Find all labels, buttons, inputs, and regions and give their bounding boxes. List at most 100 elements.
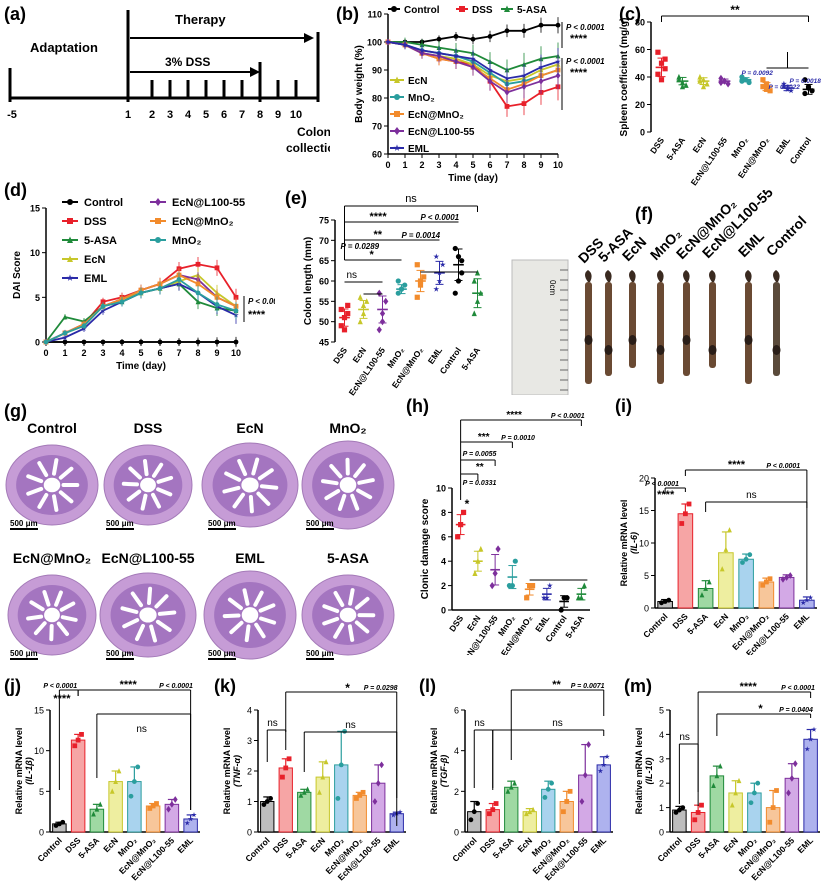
dss-label: 3% DSS (165, 55, 210, 69)
histology-label: MnO₂ (329, 420, 366, 436)
y-tick-label: 0 (247, 828, 252, 838)
category-label: EcN@L100-55 (347, 345, 388, 397)
y-axis-label: Relative mRNA level (14, 728, 24, 815)
data-point-EML (804, 597, 810, 603)
legend-label: Control (84, 197, 123, 209)
data-point-EML (800, 599, 806, 606)
data-point-EcN@MnO2 (524, 595, 530, 601)
data-point-EML (784, 86, 791, 92)
data-point-5-ASA (91, 811, 96, 817)
y-tick-label: 40 (635, 73, 645, 83)
data-point-Control (452, 245, 458, 252)
data-point-5-ASA (471, 310, 477, 317)
data-point-EcN (109, 788, 115, 794)
y-axis-label: Relative mRNA level (222, 728, 232, 815)
data-point-MnO2 (755, 780, 761, 786)
panel-label-e: (e) (285, 188, 307, 208)
colon-tissue (773, 282, 780, 376)
y-tick-label: 0 (441, 606, 446, 616)
p-1: P < 0.0001 (159, 683, 193, 690)
histology-slice-lumen (222, 457, 279, 514)
data-point-EML (397, 809, 403, 815)
legend-marker (155, 198, 161, 206)
y-tick-label: 4 (441, 557, 446, 567)
series-point-EML (487, 67, 493, 73)
y-tick-label: 2 (454, 787, 459, 797)
data-point-Control (802, 77, 808, 83)
series-point-EML (62, 334, 68, 340)
chart-d-dai: (d) 0 5 10 15 0 1 2 3 4 5 6 7 8 9 10 Time (day) DAI Scor… (4, 180, 275, 372)
series-point-EML (555, 58, 561, 64)
y-tick-label: 70 (319, 236, 329, 246)
y-tick-label: 60 (319, 277, 329, 287)
series-point-MnO2 (195, 290, 201, 296)
y-tick-label: 65 (319, 256, 329, 266)
series-point-EML (436, 50, 442, 56)
legend-label: 5-ASA (84, 235, 117, 247)
data-point-EcN (729, 802, 735, 808)
legend-label: EML (408, 144, 429, 155)
histology-slice-lumen-center (139, 607, 157, 623)
x-tick-label: 7 (176, 348, 181, 358)
y-tick-label: 0 (659, 828, 664, 838)
data-point-DSS (658, 60, 665, 66)
category-label: 5-ASA (284, 835, 309, 860)
colon-head (657, 270, 664, 282)
legend-label: EcN@L100-55 (408, 127, 475, 138)
data-point-MnO2 (542, 795, 548, 800)
colon-tissue (629, 282, 636, 368)
data-point-Control (805, 85, 812, 91)
bar-Control (467, 811, 482, 833)
bar-EcN@MnO2 (559, 801, 574, 833)
ns-1: ns (474, 718, 485, 729)
x-axis-label: Time (day) (116, 361, 166, 372)
data-point-EML (439, 261, 446, 268)
data-point-Control (264, 799, 270, 804)
stars-1: **** (120, 679, 138, 691)
data-point-Control (468, 817, 474, 823)
colon-head (709, 270, 716, 282)
p-value-3: P = 0.0018 (790, 78, 822, 85)
bar-EML (803, 738, 818, 833)
bar-EML (799, 599, 815, 609)
series-point-MnO2 (233, 308, 239, 314)
chart-j-il1b: (j) 0 5 10 15 Relative mRNA level (IL-1β) Cont… (4, 676, 200, 882)
y-tick-label: 1 (247, 797, 252, 807)
legend-marker (393, 144, 401, 151)
data-point-EcN@L100-55 (792, 760, 798, 768)
data-point-DSS (490, 807, 496, 813)
series-point-MnO2 (81, 323, 87, 329)
series-point-DSS (504, 104, 510, 109)
x-tick-label: 3 (100, 348, 105, 358)
x-tick-label: 4 (119, 348, 124, 358)
bar-EcN@L100-55 (578, 774, 593, 833)
data-point-EcN (323, 758, 329, 765)
data-point-EcN@MnO2 (763, 86, 770, 92)
data-point-EcN@L100-55 (489, 582, 495, 590)
stars-1: *** (478, 432, 490, 443)
y-tick-label: 70 (372, 122, 382, 132)
data-point-EcN (727, 527, 732, 533)
series-point-Control (62, 339, 68, 345)
y-tick-label: 60 (372, 150, 382, 160)
x-tick-label: 0 (385, 160, 390, 170)
data-point-DSS (692, 817, 698, 823)
panel-label-c: (c) (619, 4, 641, 24)
data-point-5-ASA (703, 585, 709, 591)
colon-pellet (604, 345, 613, 355)
data-point-5-ASA (474, 298, 481, 304)
legend-marker (67, 199, 73, 205)
data-point-Control (680, 805, 686, 810)
bar-EcN@L100-55 (371, 782, 386, 833)
series-point-DSS (214, 265, 220, 271)
series-point-Control (157, 339, 163, 345)
category-label: DSS (648, 135, 666, 155)
bar-EcN (718, 552, 734, 609)
colon-pellet (772, 345, 781, 355)
histology-label: EcN@MnO₂ (13, 550, 91, 566)
series-point-EML (453, 53, 459, 59)
data-point-EcN (700, 83, 707, 90)
data-point-Control (558, 607, 564, 613)
data-point-EcN@MnO2 (417, 278, 424, 284)
category-label: Control (788, 135, 814, 165)
